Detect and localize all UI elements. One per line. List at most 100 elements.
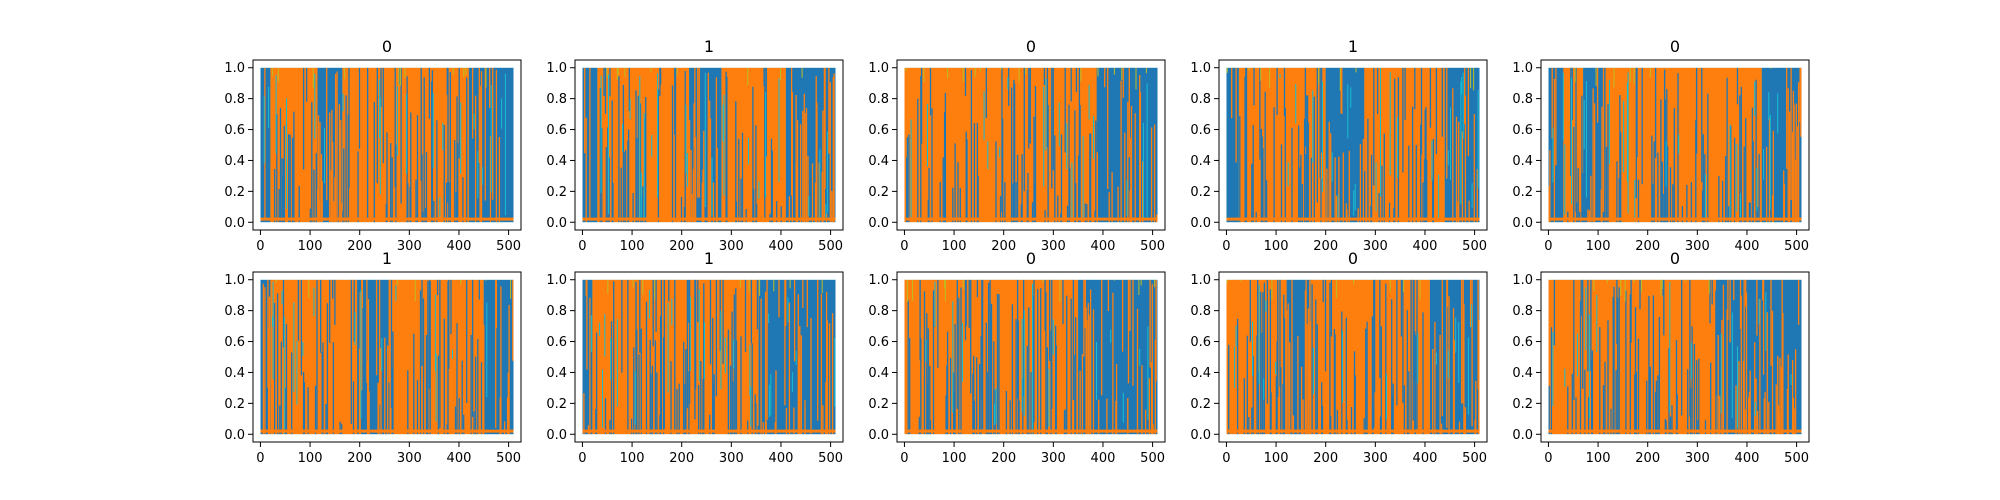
x-tick-label: 200 <box>669 239 694 254</box>
x-tick-label: 300 <box>719 451 744 466</box>
subplot-title: 0 <box>1348 249 1358 268</box>
plot-area <box>582 279 836 435</box>
x-tick-label: 200 <box>1635 239 1660 254</box>
y-tick-label: 1.0 <box>546 273 567 288</box>
axes-margin <box>1219 434 1487 442</box>
y-tick-label: 1.0 <box>224 61 245 76</box>
y-tick-label: 0.8 <box>546 92 567 107</box>
y-tick-label: 0.0 <box>1512 216 1533 231</box>
axes-margin <box>1219 272 1487 280</box>
x-tick-label: 200 <box>347 239 372 254</box>
series-line-blue <box>599 67 782 223</box>
y-tick-label: 0.4 <box>868 366 889 381</box>
x-tick-label: 400 <box>447 239 472 254</box>
x-tick-label: 0 <box>1222 451 1230 466</box>
subplot-title: 0 <box>1670 249 1680 268</box>
axes-margin <box>897 272 905 442</box>
y-tick-label: 0.8 <box>1512 92 1533 107</box>
axes-frame <box>252 271 522 443</box>
plot-area <box>1548 279 1802 435</box>
x-tick-label: 100 <box>1264 451 1289 466</box>
x-tick-label: 400 <box>447 451 472 466</box>
y-tick-label: 0.8 <box>868 92 889 107</box>
y-tick-label: 0.0 <box>224 428 245 443</box>
y-tick-label: 0.8 <box>1190 304 1211 319</box>
subplot-7: 0 100 200 300 400 500 0.0 0.2 0.4 0.6 0.8 1.0 0 <box>868 249 1166 466</box>
axes-margin <box>1541 272 1809 280</box>
axes-frame <box>574 271 844 443</box>
series-line-cyan <box>263 73 506 217</box>
plot-area <box>260 67 514 223</box>
axes-frame <box>1218 59 1488 231</box>
subplot-title: 1 <box>382 249 392 268</box>
subplot-title: 1 <box>704 249 714 268</box>
x-tick-label: 0 <box>1544 451 1552 466</box>
x-tick-label: 500 <box>1462 239 1487 254</box>
x-tick-label: 500 <box>818 239 843 254</box>
y-tick-label: 0.6 <box>1512 123 1533 138</box>
series-line-olive <box>1593 279 1710 302</box>
subplot-4: 0 100 200 300 400 500 0.0 0.2 0.4 0.6 0.8 1.0 0 <box>1512 37 1810 254</box>
axes-margin <box>1801 60 1809 230</box>
axes-margin <box>1219 60 1487 68</box>
y-tick-label: 0.0 <box>546 216 567 231</box>
series-line-cyan <box>925 281 1149 434</box>
axes-margin <box>575 434 843 442</box>
series-line-blue <box>273 279 483 435</box>
series-segment-orange <box>1310 279 1430 435</box>
axes-margin <box>1541 434 1809 442</box>
axes-margin <box>1219 222 1487 230</box>
y-tick-label: 0.0 <box>1190 216 1211 231</box>
series-segment-blue <box>1078 279 1158 435</box>
series-line-orange <box>1079 279 1157 435</box>
series-line-cyan <box>1552 72 1779 222</box>
x-tick-label: 300 <box>1685 239 1710 254</box>
series-line-blue <box>1228 279 1424 435</box>
series-line-cyan <box>910 77 1148 221</box>
plot-area <box>1226 67 1480 223</box>
y-tick-label: 1.0 <box>1190 273 1211 288</box>
y-tick-label: 1.0 <box>868 61 889 76</box>
axes-margin <box>1541 60 1809 68</box>
y-tick-label: 0.6 <box>868 123 889 138</box>
series-line-olive <box>275 279 512 301</box>
axes-margin <box>575 272 583 442</box>
subplot-title: 0 <box>1026 249 1036 268</box>
x-tick-label: 100 <box>620 239 645 254</box>
y-tick-label: 0.2 <box>224 397 245 412</box>
axes-frame <box>896 59 1166 231</box>
axes-margin <box>835 60 843 230</box>
y-tick-label: 0.8 <box>224 304 245 319</box>
series-line-orange <box>1104 67 1158 223</box>
x-tick-label: 400 <box>769 239 794 254</box>
plot-area <box>582 67 836 223</box>
axes-margin <box>1219 272 1227 442</box>
series-line-orange <box>264 67 501 223</box>
x-tick-label: 100 <box>1264 239 1289 254</box>
x-tick-label: 400 <box>1413 239 1438 254</box>
subplot-title: 0 <box>382 37 392 56</box>
series-line-olive <box>607 279 823 300</box>
axes-margin <box>1157 60 1165 230</box>
x-tick-label: 500 <box>818 451 843 466</box>
y-tick-label: 0.0 <box>1190 428 1211 443</box>
plot-area <box>1548 67 1802 223</box>
series-line-olive <box>905 67 1147 90</box>
y-tick-label: 0.6 <box>1512 335 1533 350</box>
subplot-title: 1 <box>1348 37 1358 56</box>
axes-margin <box>1801 272 1809 442</box>
y-tick-label: 0.0 <box>868 216 889 231</box>
x-tick-label: 0 <box>256 451 264 466</box>
series-line-olive <box>271 67 493 89</box>
series-line-orange <box>1717 279 1800 435</box>
series-line-orange <box>262 279 514 435</box>
series-line-blue <box>595 279 759 435</box>
series-line-orange <box>1231 67 1478 223</box>
y-tick-label: 0.0 <box>1512 428 1533 443</box>
x-tick-label: 200 <box>347 451 372 466</box>
x-tick-label: 400 <box>1091 239 1116 254</box>
axes-margin <box>253 434 521 442</box>
y-tick-label: 0.4 <box>546 154 567 169</box>
axes-margin <box>575 60 843 68</box>
axes-margin <box>575 60 583 230</box>
